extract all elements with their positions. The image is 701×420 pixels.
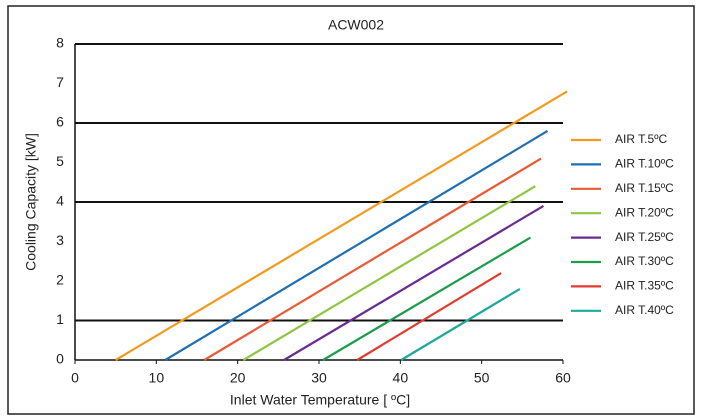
series-line [115,90,568,361]
y-tick-label: 4 [56,193,64,209]
x-tick-label: 20 [230,370,246,386]
series-line [203,157,542,361]
legend-label: AIR T.5ºC [615,132,668,146]
y-tick-label: 8 [56,35,64,51]
y-tick-label: 0 [56,351,64,367]
y-tick-label: 1 [56,311,64,327]
legend-label: AIR T.15ºC [615,181,674,195]
y-tick-label: 5 [56,153,64,169]
legend-label: AIR T.20ºC [615,205,674,219]
frame [7,5,695,415]
y-axis-label: Cooling Capacity [kW] [23,133,39,271]
series-line [164,129,549,361]
y-tick-label: 6 [56,114,64,130]
x-tick-label: 40 [393,370,409,386]
y-tick-label: 7 [56,74,64,90]
series-line [283,205,545,361]
x-tick-label: 10 [149,370,165,386]
x-tick-label: 0 [71,370,79,386]
series-line [400,287,521,361]
y-tick-label: 2 [56,272,64,288]
x-tick-label: 50 [474,370,490,386]
legend-label: AIR T.30ºC [615,254,674,268]
series-line [242,185,536,361]
legend-label: AIR T.10ºC [615,157,674,171]
legend-label: AIR T.25ºC [615,230,674,244]
y-tick-label: 3 [56,232,64,248]
x-tick-label: 30 [311,370,327,386]
chart-title: ACW002 [328,17,384,33]
legend-label: AIR T.40ºC [615,303,674,317]
x-axis-label: Inlet Water Temperature [ ºC] [230,392,410,408]
series-line [322,236,532,361]
x-tick-label: 60 [555,370,571,386]
legend-label: AIR T.35ºC [615,279,674,293]
series-line [356,272,502,361]
